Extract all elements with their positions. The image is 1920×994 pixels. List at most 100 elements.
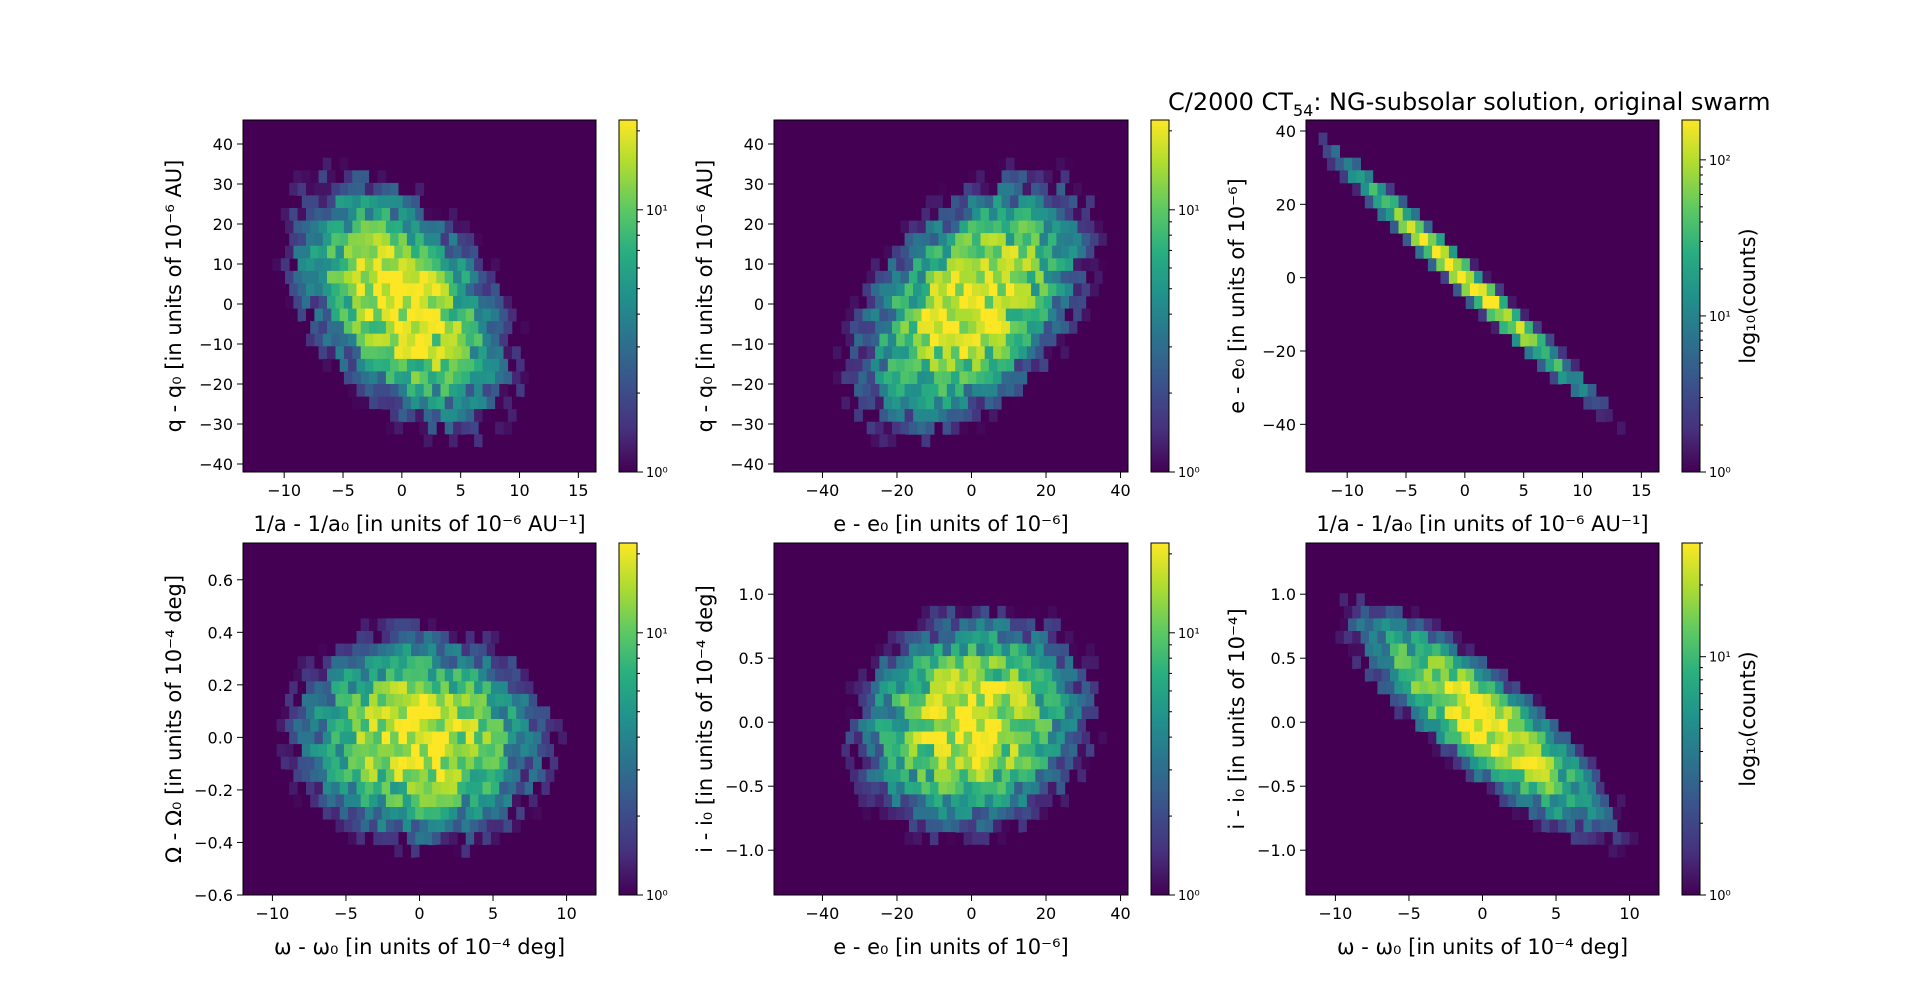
hexbin-cell xyxy=(1558,744,1567,758)
hexbin-cell xyxy=(1081,605,1091,619)
hexbin-cell xyxy=(1001,844,1011,858)
hexbin-cell xyxy=(394,195,404,209)
hexbin-cell xyxy=(1490,668,1500,682)
hexbin-cell xyxy=(1022,333,1032,347)
hexbin-cell xyxy=(1511,781,1521,795)
hexbin-cell xyxy=(276,769,286,783)
hexbin-cell xyxy=(482,832,492,846)
hexbin-cell xyxy=(904,233,914,247)
hexbin-cell xyxy=(348,157,357,171)
hexbin-cell xyxy=(520,446,530,460)
hexbin-cell xyxy=(1014,409,1023,423)
hexbin-cell xyxy=(436,719,446,732)
x-tick-label: −5 xyxy=(334,904,358,923)
hexbin-cell xyxy=(499,308,509,322)
hexbin-cell xyxy=(934,220,943,234)
hexbin-cell xyxy=(293,296,303,309)
y-tick-label: 0.0 xyxy=(739,713,764,732)
hexbin-cell xyxy=(879,656,889,670)
hexbin-cell xyxy=(925,719,935,732)
hexbin-cell xyxy=(541,807,551,820)
hexbin-cell xyxy=(1115,706,1125,720)
hexbin-cell xyxy=(537,396,546,410)
hexbin-cell xyxy=(1005,333,1015,347)
hexbin-cell xyxy=(904,781,914,795)
hexbin-cell xyxy=(942,693,952,707)
hexbin-cell xyxy=(423,208,433,221)
hexbin-cell xyxy=(478,220,488,234)
hexbin-cell xyxy=(929,233,939,247)
hexbin-cell xyxy=(1503,706,1513,720)
hexbin-cell xyxy=(1077,744,1087,758)
hexbin-cell xyxy=(448,409,458,423)
y-axis-label: Ω - Ω₀ [in units of 10⁻⁴ deg] xyxy=(162,575,186,863)
hexbin-cell xyxy=(967,819,977,833)
hexbin-cell xyxy=(976,346,986,360)
hexbin-cell xyxy=(921,308,931,322)
hexbin-cell xyxy=(1018,371,1028,385)
hexbin-cell xyxy=(972,731,981,745)
hexbin-cell xyxy=(833,296,842,309)
hexbin-cell xyxy=(398,706,408,720)
x-tick-label: −10 xyxy=(1319,904,1353,923)
hexbin-cell xyxy=(327,668,336,682)
hexbin-cell xyxy=(858,371,868,385)
hexbin-cell xyxy=(1457,668,1467,682)
hexbin-cell xyxy=(993,396,1002,410)
hexbin-cell xyxy=(381,807,391,820)
hexbin-cell xyxy=(972,333,981,347)
hexbin-cell xyxy=(1322,145,1332,159)
hexbin-cell xyxy=(1001,270,1011,284)
hexbin-cell xyxy=(1558,769,1567,783)
hexbin-cell xyxy=(1457,719,1467,732)
hexbin-cell xyxy=(1570,731,1580,745)
hexbin-cell xyxy=(335,844,345,858)
hexbin-cell xyxy=(406,706,416,720)
hexbin-cell xyxy=(1014,781,1023,795)
hexbin-cell xyxy=(1377,631,1387,644)
hexbin-cell xyxy=(976,245,986,259)
hexbin-cell xyxy=(474,283,483,297)
hexbin-cell xyxy=(1625,844,1635,858)
hexbin-cell xyxy=(419,346,429,360)
hexbin-cell xyxy=(322,132,332,146)
hexbin-cell xyxy=(322,182,332,196)
hexbin-cell xyxy=(343,668,353,682)
hexbin-cell xyxy=(554,744,563,758)
hexbin-cell xyxy=(883,321,893,335)
hexbin-cell xyxy=(352,195,362,209)
hexbin-cell xyxy=(293,693,303,707)
hexbin-cell xyxy=(293,643,303,657)
hexbin-cell xyxy=(364,731,374,745)
hexbin-cell xyxy=(1064,258,1074,272)
hexbin-cell xyxy=(524,706,534,720)
hexbin-cell xyxy=(1035,245,1045,259)
hexbin-cell xyxy=(1549,346,1559,360)
hexbin-cell xyxy=(1377,208,1387,221)
hexbin-cell xyxy=(335,819,345,833)
hexbin-cell xyxy=(495,421,504,435)
hexbin-cell xyxy=(486,844,496,858)
hexbin-cell xyxy=(841,371,851,385)
hexbin-cell xyxy=(427,296,437,309)
hexbin-cell xyxy=(951,794,960,808)
x-tick-label: 0 xyxy=(1477,904,1487,923)
hexbin-cell xyxy=(280,656,290,670)
y-tick-label: 30 xyxy=(213,175,233,194)
hexbin-cell xyxy=(427,794,437,808)
hexbin-cell xyxy=(348,333,357,347)
hexbin-cell xyxy=(1035,145,1045,159)
hexbin-cell xyxy=(327,245,336,259)
hexbin-cell xyxy=(1081,208,1091,221)
hexbin-cell xyxy=(289,781,298,795)
hexbin-cell xyxy=(1026,145,1036,159)
hexbin-cell xyxy=(1031,781,1040,795)
hexbin-cell xyxy=(1575,794,1584,808)
hexbin-cell xyxy=(411,693,420,707)
hexbin-cell xyxy=(322,681,332,695)
hexbin-cell xyxy=(1478,283,1488,297)
hexbin-cell xyxy=(816,371,825,385)
hexbin-cell xyxy=(942,270,952,284)
hexbin-cell xyxy=(448,233,458,247)
hexbin-cell xyxy=(900,396,910,410)
